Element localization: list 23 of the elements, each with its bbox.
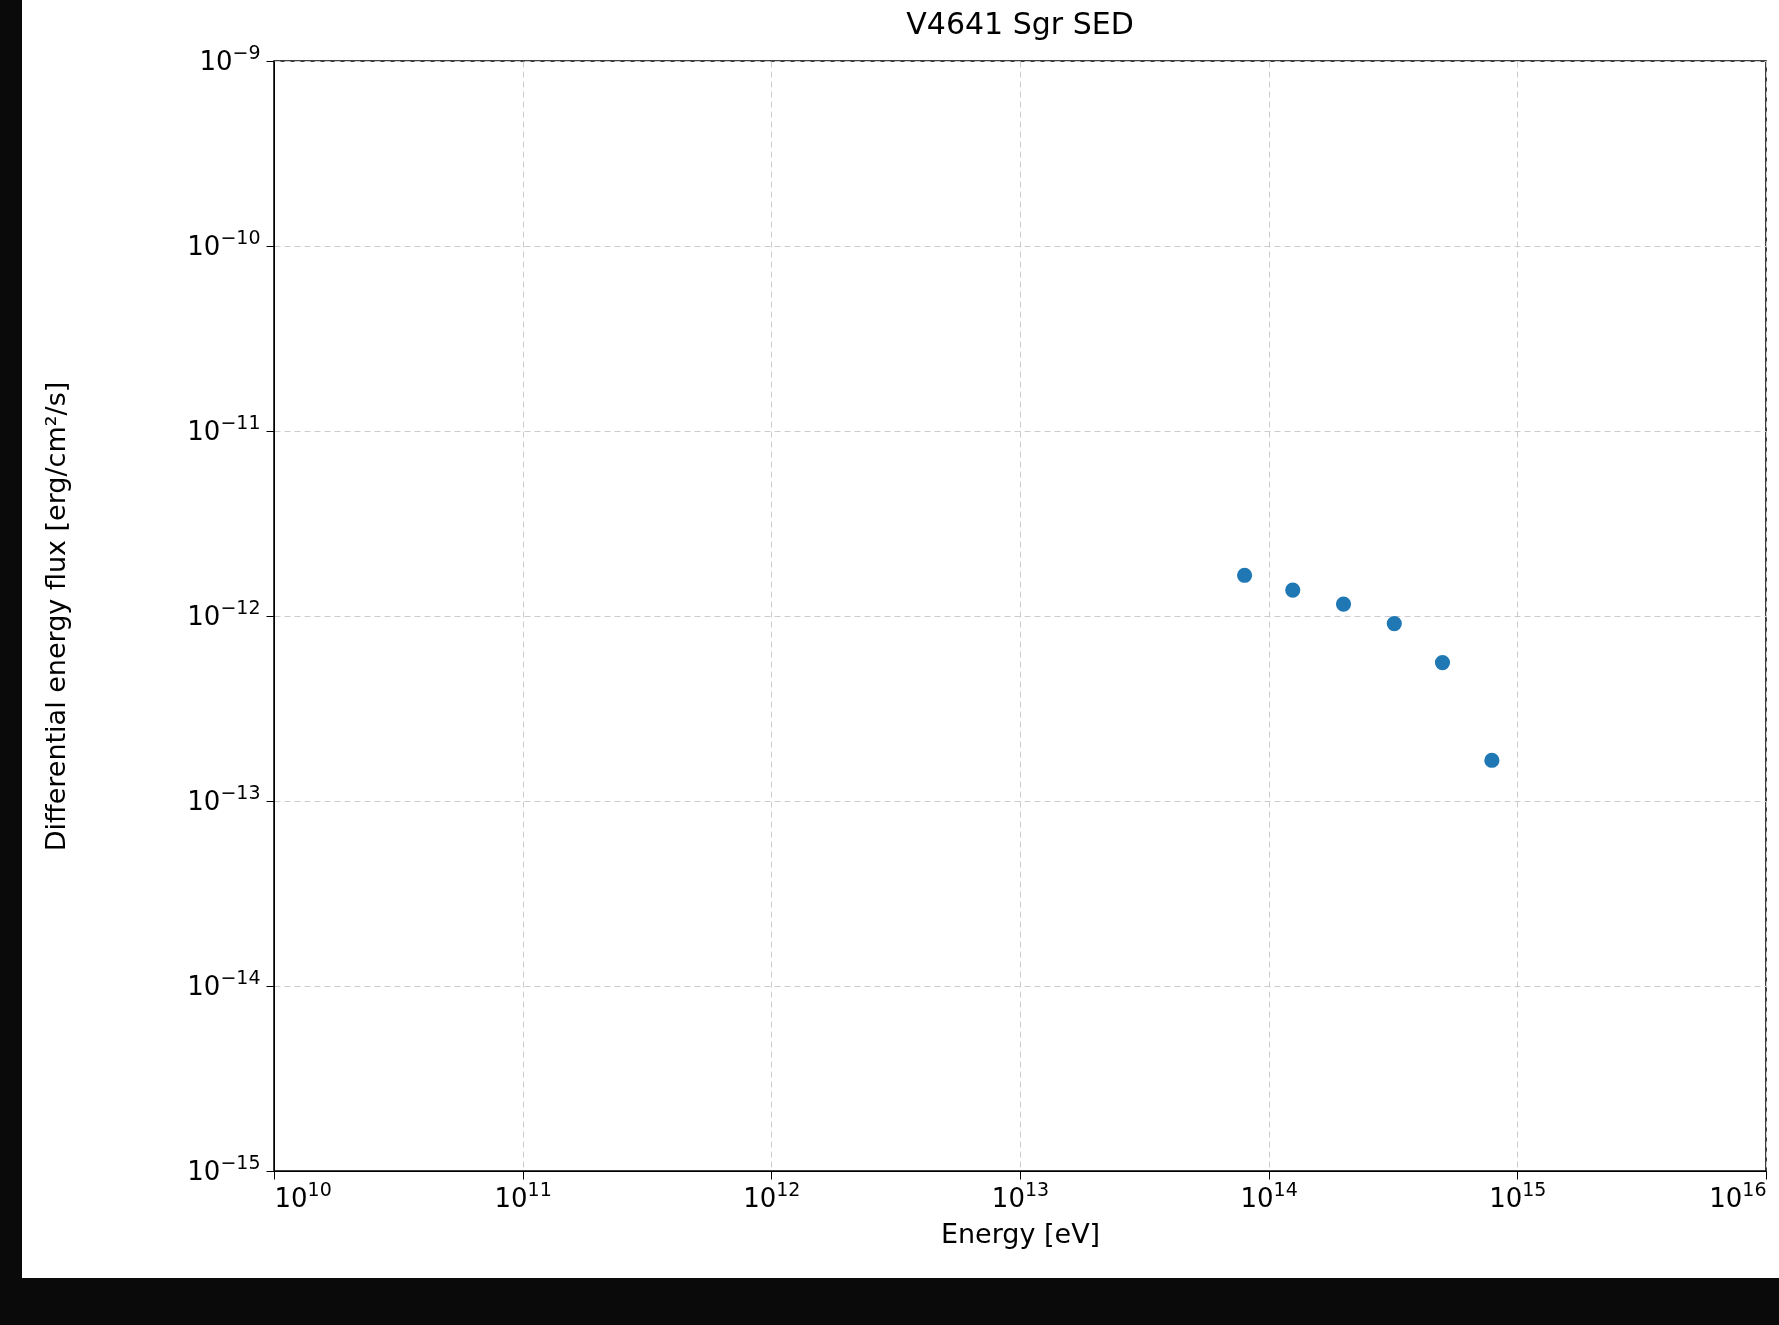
x-tick-label: 10$^{15}$ <box>1489 1177 1547 1213</box>
y-axis-title: Differential energy flux [erg/cm²/s] <box>39 381 71 852</box>
y-tick-label: 10$^{−15}$ <box>187 1150 261 1186</box>
y-tick-label: 10$^{−9}$ <box>199 40 261 76</box>
chart-title: V4641 Sgr SED <box>906 6 1134 41</box>
x-tick-label: 10$^{16}$ <box>1709 1177 1767 1213</box>
point <box>1236 567 1253 583</box>
y-tick-label: 10$^{−14}$ <box>187 965 261 1001</box>
y-tick-label: 10$^{−12}$ <box>187 595 261 631</box>
point <box>1285 582 1301 598</box>
y-tick-label: 10$^{−13}$ <box>187 780 261 816</box>
y-tick-label: 10$^{−11}$ <box>187 410 261 446</box>
x-tick-label: 10$^{13}$ <box>991 1177 1050 1213</box>
point <box>1434 655 1451 671</box>
x-tick-label: 10$^{11}$ <box>494 1177 552 1213</box>
y-tick-label: 10$^{−10}$ <box>187 225 261 261</box>
x-tick-label: 10$^{10}$ <box>274 1177 332 1213</box>
x-tick-label: 10$^{14}$ <box>1240 1177 1298 1213</box>
point <box>1335 596 1352 612</box>
point <box>1386 616 1402 632</box>
x-tick-label: 10$^{12}$ <box>743 1177 801 1213</box>
point <box>1484 752 1500 768</box>
x-axis-title: Energy [eV] <box>940 1217 1101 1249</box>
